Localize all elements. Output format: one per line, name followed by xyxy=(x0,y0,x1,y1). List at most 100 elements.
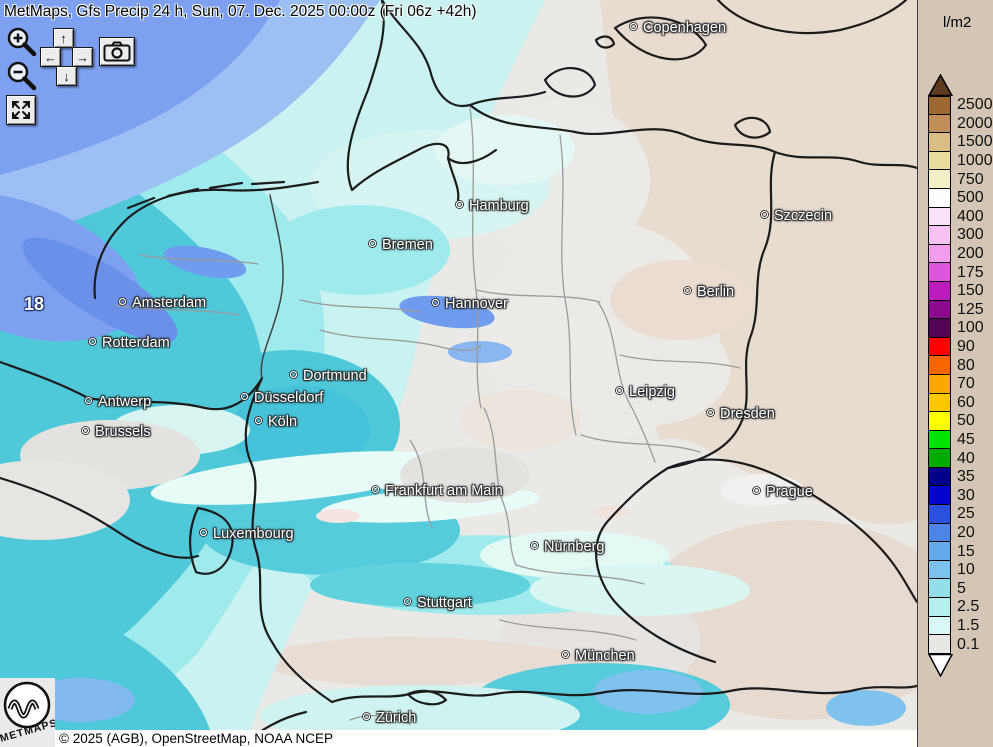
pan-left-button[interactable]: ← xyxy=(40,47,61,67)
legend-level: 20 xyxy=(928,523,975,543)
arrow-up-icon: ↑ xyxy=(60,30,67,46)
legend-value: 100 xyxy=(957,319,984,337)
legend-swatch xyxy=(928,505,951,524)
legend-level: 90 xyxy=(928,337,975,357)
legend-value: 150 xyxy=(957,282,984,300)
city-label: Dresden xyxy=(707,406,775,423)
legend-swatch xyxy=(928,151,951,171)
zoom-out-button[interactable] xyxy=(6,60,38,92)
legend-levels: 2500 2000 1500 1000 750 500 400 300 200 175 150 125… xyxy=(928,96,993,654)
legend-level: 15 xyxy=(928,542,975,561)
weather-map[interactable]: Copenhagen Hamburg Szczecin Bremen Berlin Ams… xyxy=(0,0,917,747)
legend-value: 500 xyxy=(957,189,984,207)
city-marker-icon xyxy=(707,409,714,416)
legend-swatch xyxy=(928,412,951,431)
legend-swatch xyxy=(928,226,951,245)
city-label: Copenhagen xyxy=(630,20,726,37)
city-label: Bremen xyxy=(369,237,433,254)
legend-level: 500 xyxy=(928,188,984,208)
city-label: Prague xyxy=(753,484,813,501)
fullscreen-button[interactable] xyxy=(6,95,36,125)
snapshot-button[interactable] xyxy=(99,37,135,66)
city-marker-icon xyxy=(82,427,89,434)
legend-swatch xyxy=(928,449,951,468)
city-marker-icon xyxy=(761,211,768,218)
legend-swatch xyxy=(928,207,951,227)
legend-value: 200 xyxy=(957,245,984,263)
legend-level: 70 xyxy=(928,374,975,394)
city-marker-icon xyxy=(616,387,623,394)
expand-arrows-icon xyxy=(12,101,30,119)
metmaps-logo[interactable]: METMAPS xyxy=(0,678,59,747)
city-marker-icon xyxy=(89,338,96,345)
legend-value: 400 xyxy=(957,207,984,225)
city-label: Rotterdam xyxy=(89,335,170,352)
legend-swatch xyxy=(928,635,951,654)
pan-right-button[interactable]: → xyxy=(72,47,93,67)
legend-level: 150 xyxy=(928,281,984,301)
legend-swatch xyxy=(928,188,951,208)
legend-level: 1.5 xyxy=(928,616,979,636)
page-title: MetMaps, Gfs Precip 24 h, Sun, 07. Dec. … xyxy=(4,3,477,20)
city-marker-icon xyxy=(432,299,439,306)
legend-swatch xyxy=(928,560,951,580)
city-label: Berlin xyxy=(684,284,734,301)
city-label: München xyxy=(562,648,635,665)
city-label: Zürich xyxy=(363,710,416,727)
city-marker-icon xyxy=(372,486,379,493)
zoom-in-button[interactable] xyxy=(6,26,38,58)
legend-value: 1000 xyxy=(957,152,993,170)
legend-value: 750 xyxy=(957,170,984,188)
attribution-bar: © 2025 (AGB), OpenStreetMap, NOAA NCEP xyxy=(55,730,917,747)
color-scale: 2500 2000 1500 1000 750 500 400 300 200 175 150 125… xyxy=(928,74,993,677)
legend-swatch xyxy=(928,430,951,450)
legend-value: 80 xyxy=(957,356,975,374)
legend-value: 45 xyxy=(957,430,975,448)
city-label: Nürnberg xyxy=(531,539,604,556)
city-marker-icon xyxy=(119,298,126,305)
legend-value: 175 xyxy=(957,263,984,281)
legend-level: 0.1 xyxy=(928,635,979,654)
magnifier-minus-icon xyxy=(7,61,37,91)
legend-value: 2000 xyxy=(957,114,993,132)
legend-value: 300 xyxy=(957,226,984,244)
city-marker-icon xyxy=(255,417,262,424)
legend-swatch xyxy=(928,467,951,487)
legend-level: 10 xyxy=(928,560,975,580)
legend-value: 25 xyxy=(957,505,975,523)
arrow-right-icon: → xyxy=(76,49,89,65)
nl-de-border xyxy=(260,194,284,379)
legend-swatch xyxy=(928,281,951,301)
legend-panel: l/m2 2500 2000 1500 1000 750 500 400 300 200 175 1… xyxy=(917,0,993,747)
city-label: Frankfurt am Main xyxy=(372,483,503,500)
legend-swatch xyxy=(928,579,951,599)
pan-down-button[interactable]: ↓ xyxy=(56,66,77,86)
legend-level: 1500 xyxy=(928,133,993,152)
legend-value: 5 xyxy=(957,579,966,597)
legend-level: 30 xyxy=(928,486,975,506)
legend-level: 100 xyxy=(928,319,984,338)
legend-level: 45 xyxy=(928,430,975,450)
city-marker-icon xyxy=(85,397,92,404)
legend-value: 10 xyxy=(957,561,975,579)
legend-level: 80 xyxy=(928,356,975,375)
city-marker-icon xyxy=(200,529,207,536)
legend-value: 15 xyxy=(957,542,975,560)
legend-swatch xyxy=(928,356,951,375)
arrow-left-icon: ← xyxy=(44,49,57,65)
pan-up-button[interactable]: ↑ xyxy=(53,28,74,48)
legend-level: 750 xyxy=(928,170,984,189)
city-marker-icon xyxy=(369,240,376,247)
legend-swatch xyxy=(928,486,951,506)
city-label: Dortmund xyxy=(290,368,367,385)
legend-value: 90 xyxy=(957,338,975,356)
city-label: Köln xyxy=(255,414,297,431)
legend-value: 40 xyxy=(957,449,975,467)
legend-swatch xyxy=(928,319,951,338)
legend-swatch xyxy=(928,133,951,152)
magnifier-plus-icon xyxy=(7,27,37,57)
city-label: Antwerp xyxy=(85,394,151,411)
city-label: Düsseldorf xyxy=(241,390,323,407)
legend-value: 0.1 xyxy=(957,635,980,653)
